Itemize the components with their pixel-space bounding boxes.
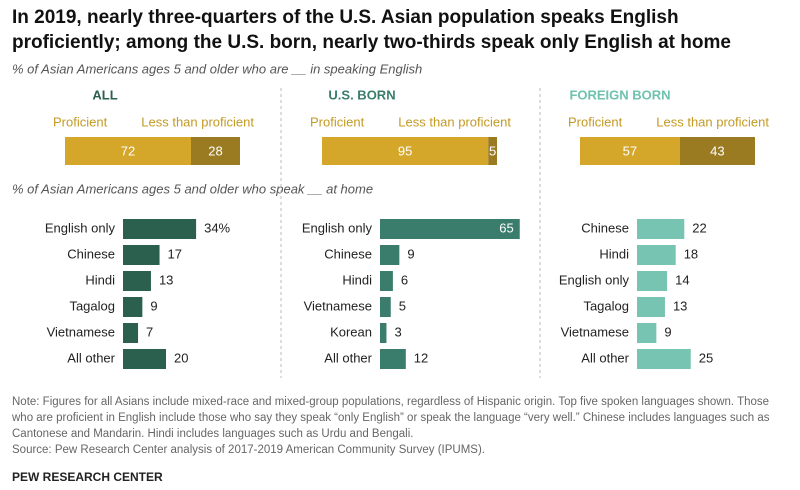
title-line: proficiently; among the U.S. born, nearl… xyxy=(12,32,731,53)
category-label: Hindi xyxy=(85,272,115,287)
subtitle: % of Asian Americans ages 5 and older wh… xyxy=(12,61,422,76)
data-label: 7 xyxy=(146,324,153,339)
bar xyxy=(380,219,520,239)
data-label: 28 xyxy=(208,143,222,158)
subtitle: % of Asian Americans ages 5 and older wh… xyxy=(12,181,373,196)
data-label: 65 xyxy=(499,220,513,235)
bar xyxy=(637,297,665,317)
data-label: 20 xyxy=(174,350,188,365)
source: Source: Pew Research Center analysis of … xyxy=(12,444,485,456)
category-label: English only xyxy=(45,220,116,235)
data-label: 18 xyxy=(684,246,698,261)
category-label: All other xyxy=(67,350,115,365)
bar xyxy=(123,245,160,265)
category-label: Chinese xyxy=(324,246,372,261)
bar xyxy=(123,297,143,317)
category-label: Vietnamese xyxy=(304,298,372,313)
data-label: 5 xyxy=(489,143,496,158)
data-label: 5 xyxy=(399,298,406,313)
data-label: 6 xyxy=(401,272,408,287)
legend-label: Proficient xyxy=(53,114,108,129)
bar xyxy=(380,271,393,291)
data-label: 9 xyxy=(150,298,157,313)
data-label: 25 xyxy=(699,350,713,365)
category-label: Chinese xyxy=(581,220,629,235)
bar-segment xyxy=(488,137,497,165)
panel-title: U.S. BORN xyxy=(328,87,395,102)
bar xyxy=(123,323,139,343)
data-label: 22 xyxy=(692,220,706,235)
bar xyxy=(380,349,406,369)
category-label: Korean xyxy=(330,324,372,339)
category-label: Tagalog xyxy=(583,298,629,313)
data-label: 57 xyxy=(623,143,637,158)
category-label: Tagalog xyxy=(69,298,115,313)
data-label: 12 xyxy=(414,350,428,365)
bar-segment xyxy=(65,137,191,165)
data-label: 95 xyxy=(398,143,412,158)
category-label: Hindi xyxy=(599,246,629,261)
bar xyxy=(380,323,387,343)
category-label: All other xyxy=(324,350,372,365)
bar-segment xyxy=(322,137,489,165)
panel-title: FOREIGN BORN xyxy=(569,87,670,102)
data-label: 14 xyxy=(675,272,689,287)
legend-label: Proficient xyxy=(568,114,623,129)
bar xyxy=(123,271,151,291)
category-label: English only xyxy=(559,272,630,287)
bar xyxy=(380,245,400,265)
bar xyxy=(637,271,668,291)
bar xyxy=(380,297,391,317)
bar-segment xyxy=(580,137,680,165)
data-label: 72 xyxy=(121,143,135,158)
bar-segment xyxy=(679,137,755,165)
bar xyxy=(637,219,685,239)
data-label: 13 xyxy=(159,272,173,287)
data-label: 3 xyxy=(394,324,401,339)
category-label: Vietnamese xyxy=(561,324,629,339)
bar xyxy=(123,349,166,369)
note: Note: Figures for all Asians include mix… xyxy=(12,396,770,440)
category-label: All other xyxy=(581,350,629,365)
data-label: 9 xyxy=(664,324,671,339)
bar xyxy=(123,219,197,239)
category-label: Hindi xyxy=(342,272,372,287)
category-label: English only xyxy=(302,220,373,235)
legend-label: Proficient xyxy=(310,114,365,129)
notes: Note: Figures for all Asians include mix… xyxy=(12,394,792,458)
data-label: 43 xyxy=(710,143,724,158)
data-label: 17 xyxy=(168,246,182,261)
bar-segment xyxy=(191,137,240,165)
bar xyxy=(637,245,676,265)
legend-label: Less than proficient xyxy=(141,114,254,129)
bar xyxy=(637,323,657,343)
title-line: In 2019, nearly three-quarters of the U.… xyxy=(12,7,679,28)
category-label: Vietnamese xyxy=(47,324,115,339)
category-label: Chinese xyxy=(67,246,115,261)
data-label: 34% xyxy=(204,220,230,235)
bar xyxy=(637,349,691,369)
legend-label: Less than proficient xyxy=(398,114,511,129)
brand: PEW RESEARCH CENTER xyxy=(12,470,163,484)
panel-title: ALL xyxy=(92,87,117,102)
legend-label: Less than proficient xyxy=(656,114,769,129)
data-label: 13 xyxy=(673,298,687,313)
data-label: 9 xyxy=(407,246,414,261)
